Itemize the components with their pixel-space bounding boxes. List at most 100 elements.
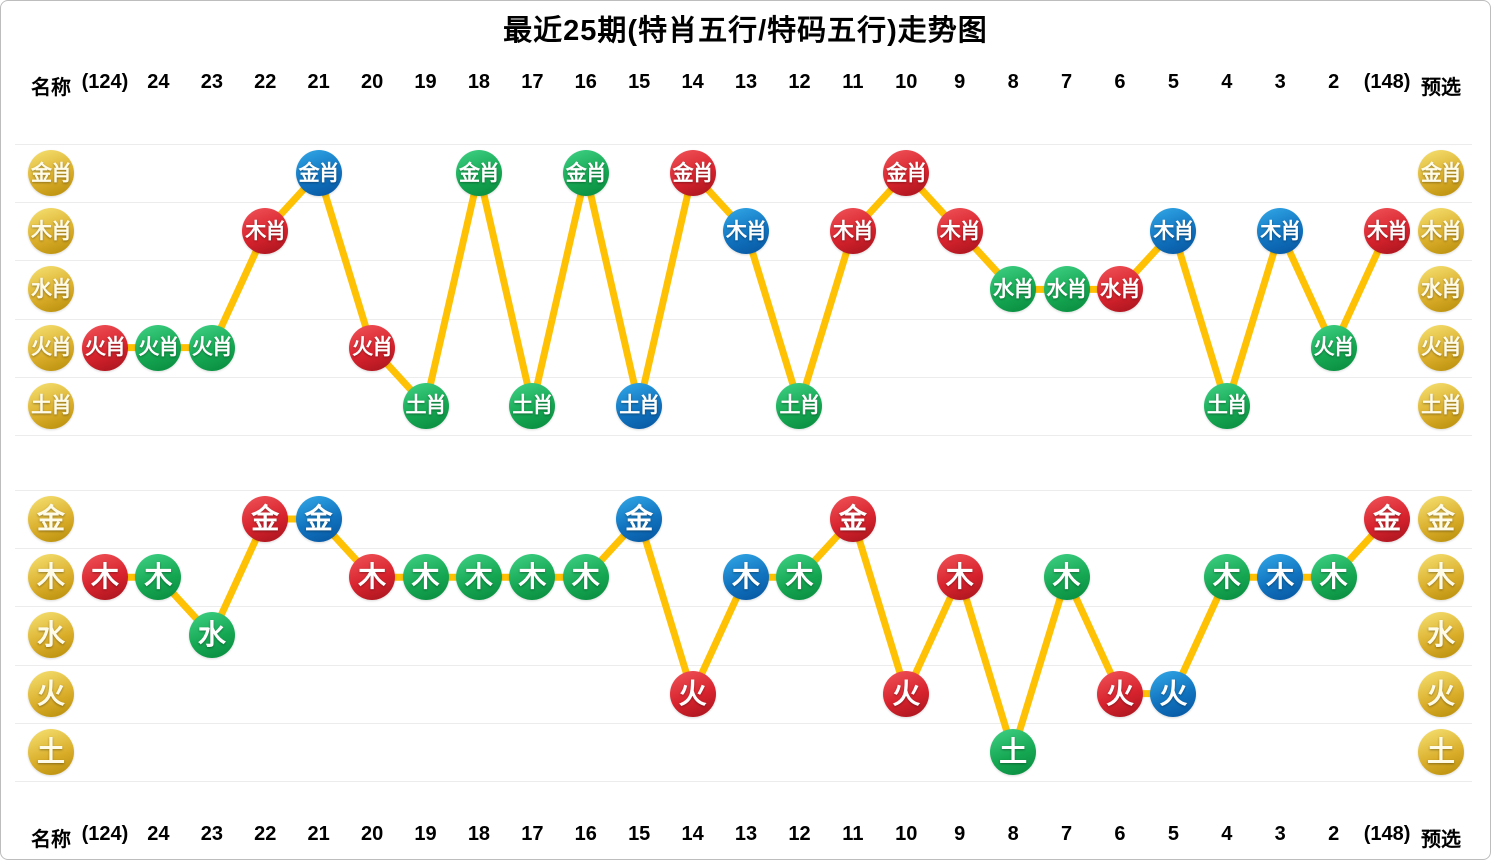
data-point-ball: 金肖	[669, 150, 716, 196]
data-point-ball: 金	[829, 496, 876, 542]
period-column-label: 3	[1274, 823, 1286, 845]
period-column-label: 3	[1274, 71, 1286, 93]
data-point-ball: 金	[242, 496, 289, 542]
axis-label-ball-left-金: 金	[28, 496, 74, 542]
data-point-ball: 木	[402, 554, 449, 601]
period-column-label: 4	[1221, 71, 1233, 93]
data-point-ball: 木肖	[1364, 208, 1411, 255]
period-column-label: 14	[681, 71, 704, 93]
data-point-ball: 水肖	[990, 266, 1037, 313]
data-point-ball: 木肖	[1150, 208, 1197, 255]
preselect-ball-right-土[interactable]: 土	[1418, 728, 1464, 775]
gridline	[15, 377, 1472, 378]
header-name-label: 名称	[31, 77, 71, 99]
axis-label-ball-left-水肖: 水肖	[28, 266, 74, 313]
gridline	[15, 490, 1472, 491]
preselect-ball-right-水肖[interactable]: 水肖	[1418, 266, 1464, 313]
data-point-ball: 木	[135, 554, 182, 601]
data-point-ball: 金	[616, 496, 663, 542]
period-column-label: 23	[200, 71, 223, 93]
data-point-ball: 木	[936, 554, 983, 601]
period-column-label: 21	[307, 71, 330, 93]
preselect-ball-right-火肖[interactable]: 火肖	[1418, 324, 1464, 371]
period-column-label: 20	[360, 823, 384, 845]
period-column-label: 7	[1060, 71, 1073, 93]
period-column-label: 16	[574, 823, 597, 845]
period-column-label: 7	[1060, 823, 1073, 845]
period-column-label: 15	[628, 71, 651, 93]
gridline	[15, 781, 1472, 782]
data-point-ball: 木	[1043, 554, 1090, 601]
data-point-ball: 土肖	[509, 382, 556, 429]
period-column-label: 17	[521, 823, 544, 845]
data-point-ball: 木肖	[242, 208, 289, 255]
data-point-ball: 火肖	[349, 324, 396, 371]
period-column-label: 11	[842, 71, 864, 93]
period-column-label: 8	[1007, 71, 1019, 93]
data-point-ball: 木	[723, 554, 770, 601]
period-column-label: 12	[788, 823, 811, 845]
period-column-label: 17	[521, 71, 544, 93]
data-point-ball: 木肖	[1257, 208, 1304, 255]
period-column-label: 5	[1167, 71, 1179, 93]
data-point-ball: 土	[990, 728, 1037, 775]
period-column-label: 24	[147, 823, 170, 845]
period-column-label: 6	[1114, 823, 1126, 845]
period-column-label: 10	[895, 823, 918, 845]
axis-label-ball-left-土: 土	[28, 728, 74, 775]
data-point-ball: 水肖	[1043, 266, 1090, 313]
period-column-label: 11	[842, 823, 864, 845]
period-column-label: 13	[734, 71, 758, 93]
period-column-label: 23	[200, 823, 223, 845]
data-point-ball: 水	[188, 612, 235, 659]
preselect-ball-right-土肖[interactable]: 土肖	[1418, 382, 1464, 429]
data-point-ball: 水肖	[1096, 266, 1143, 313]
header-preselect-label: 预选	[1421, 77, 1461, 99]
period-column-label: 22	[254, 823, 277, 845]
period-column-label: 5	[1167, 823, 1179, 845]
header-name-label: 名称	[31, 829, 71, 851]
period-column-label: 6	[1114, 71, 1126, 93]
period-column-label: 13	[734, 823, 758, 845]
preselect-ball-right-火[interactable]: 火	[1418, 670, 1464, 717]
period-column-label: (148)	[1363, 71, 1411, 93]
data-point-ball: 土肖	[402, 382, 449, 429]
data-point-ball: 木	[776, 554, 823, 601]
data-point-ball: 火肖	[82, 324, 128, 371]
period-column-label: (124)	[81, 823, 129, 845]
preselect-ball-right-金肖[interactable]: 金肖	[1418, 150, 1464, 196]
period-column-label: 15	[628, 823, 651, 845]
period-column-label: 4	[1221, 823, 1233, 845]
data-point-ball: 金肖	[562, 150, 609, 196]
data-point-ball: 木	[509, 554, 556, 601]
axis-label-ball-left-火: 火	[28, 670, 74, 717]
gridline	[15, 144, 1472, 145]
data-point-ball: 木肖	[723, 208, 770, 255]
period-column-label: 8	[1007, 823, 1019, 845]
page-title: 最近25期(特肖五行/特码五行)走势图	[503, 15, 988, 47]
gridline	[15, 548, 1472, 549]
data-point-ball: 木	[1203, 554, 1250, 601]
preselect-ball-right-水[interactable]: 水	[1418, 612, 1464, 659]
gridline	[15, 435, 1472, 436]
data-point-ball: 金肖	[883, 150, 930, 196]
period-column-label: 24	[147, 71, 170, 93]
period-column-label: 10	[895, 71, 918, 93]
data-point-ball: 木	[82, 554, 128, 601]
axis-label-ball-left-水: 水	[28, 612, 74, 659]
period-column-label: 22	[254, 71, 277, 93]
gridline	[15, 202, 1472, 203]
preselect-ball-right-木肖[interactable]: 木肖	[1418, 208, 1464, 255]
data-point-ball: 火肖	[1310, 324, 1357, 371]
period-column-label: 19	[414, 71, 437, 93]
axis-label-ball-left-土肖: 土肖	[28, 382, 74, 429]
preselect-ball-right-木[interactable]: 木	[1418, 554, 1464, 601]
preselect-ball-right-金[interactable]: 金	[1418, 496, 1464, 542]
period-column-label: 14	[681, 823, 704, 845]
axis-label-ball-left-木肖: 木肖	[28, 208, 74, 255]
data-point-ball: 木	[562, 554, 609, 601]
gridline	[15, 665, 1472, 666]
data-point-ball: 火	[669, 670, 716, 717]
